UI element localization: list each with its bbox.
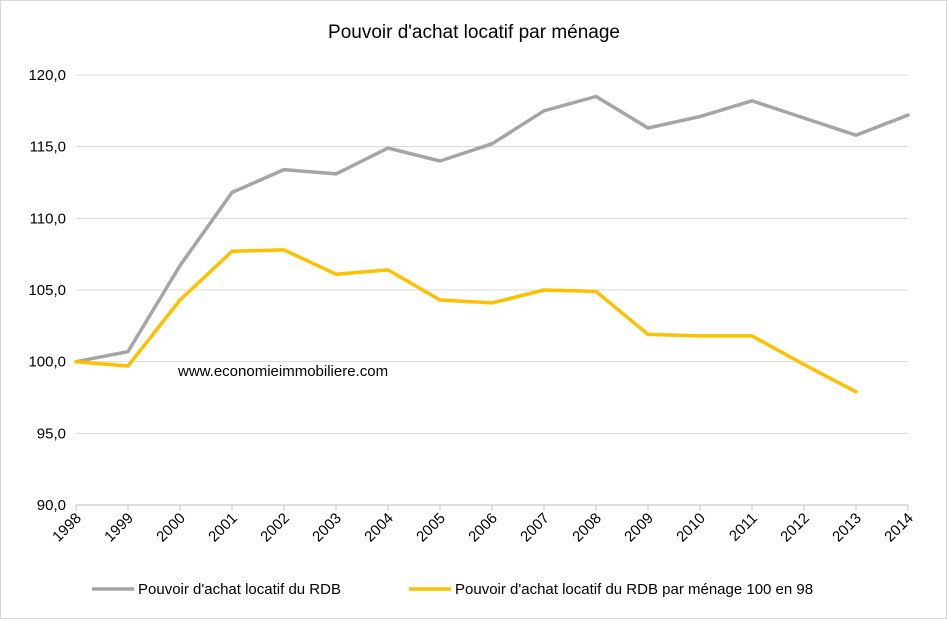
x-tick-label: 2003 (309, 510, 345, 546)
x-tick-label: 2013 (829, 510, 865, 546)
y-tick-label: 100,0 (28, 354, 66, 371)
series-lines (74, 94, 910, 394)
x-tick-label: 2009 (621, 510, 657, 546)
x-tick-label: 2000 (153, 510, 189, 546)
x-axis-ticks: 1998 1999 2000 2001 2002 2003 2004 2005 2006 2007… (49, 510, 917, 546)
x-tick-label: 2014 (881, 510, 917, 546)
x-tick-label: 2001 (205, 510, 241, 546)
grid-lines (76, 74, 908, 434)
legend: Pouvoir d'achat locatif du RDB Pouvoir d'… (92, 581, 813, 598)
x-tick-label: 2005 (413, 510, 449, 546)
x-tick-label: 2012 (777, 510, 813, 546)
legend-label-2: Pouvoir d'achat locatif du RDB par ménag… (455, 581, 813, 598)
x-tick-label: 1998 (49, 510, 85, 546)
x-tick-label: 1999 (101, 510, 137, 546)
legend-label-1: Pouvoir d'achat locatif du RDB (138, 581, 341, 598)
chart-title: Pouvoir d'achat locatif par ménage (328, 22, 620, 43)
x-tick-label: 2007 (517, 510, 553, 546)
y-tick-label: 120,0 (28, 67, 66, 84)
x-tick-label: 2010 (673, 510, 709, 546)
y-tick-label: 95,0 (37, 425, 66, 442)
y-tick-label: 105,0 (28, 282, 66, 299)
x-axis (75, 504, 909, 511)
x-tick-label: 2006 (465, 510, 501, 546)
y-tick-label: 90,0 (37, 497, 66, 514)
x-tick-label: 2004 (361, 510, 397, 546)
y-axis-ticks: 90,0 95,0 100,0 105,0 110,0 115,0 120,0 (28, 67, 66, 514)
x-tick-label: 2008 (569, 510, 605, 546)
series-line-2 (74, 248, 858, 394)
y-tick-label: 115,0 (30, 139, 66, 156)
x-tick-label: 2011 (726, 510, 761, 545)
y-tick-label: 110,0 (30, 210, 66, 227)
watermark-annotation: www.economieimmobiliere.com (177, 363, 388, 380)
x-tick-label: 2002 (257, 510, 293, 546)
series-line-1 (74, 94, 910, 364)
